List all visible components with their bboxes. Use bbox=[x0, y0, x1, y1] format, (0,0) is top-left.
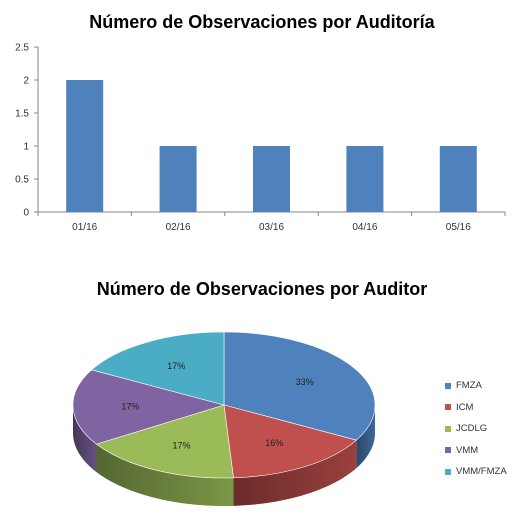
pie-side-icm bbox=[233, 440, 357, 506]
bar-01-16 bbox=[66, 80, 104, 212]
legend-item: VMM/FMZA bbox=[445, 461, 507, 483]
legend-label: VMM bbox=[456, 444, 479, 456]
legend-item: FMZA bbox=[445, 375, 507, 397]
pie-side-vmm bbox=[73, 405, 97, 473]
x-tick-label: 03/16 bbox=[259, 222, 284, 233]
x-tick-label: 02/16 bbox=[166, 222, 191, 233]
pie-data-label: 17% bbox=[172, 440, 190, 450]
legend-swatch bbox=[445, 468, 451, 475]
pie-slice-jcdlg bbox=[95, 404, 234, 479]
legend-item: JCDLG bbox=[445, 418, 507, 440]
bar-04-16 bbox=[346, 146, 384, 212]
legend-item: ICM bbox=[445, 397, 507, 419]
pie-side-jcdlg bbox=[96, 444, 234, 506]
y-tick-label: 1.5 bbox=[15, 109, 29, 120]
legend-label: FMZA bbox=[456, 380, 482, 392]
pie-data-label: 16% bbox=[265, 438, 283, 448]
x-tick-label: 04/16 bbox=[352, 222, 377, 233]
legend-label: VMM/FMZA bbox=[456, 466, 507, 478]
legend-label: JCDLG bbox=[456, 423, 488, 435]
pie-slice-icm bbox=[223, 404, 357, 479]
bar-03-16 bbox=[253, 146, 290, 212]
legend-swatch bbox=[445, 447, 451, 454]
bar-chart: 0 0.5 1 1.5 2 2.5 01/16 02/16 03/16 04/16 05/16 bbox=[15, 43, 506, 233]
legend-item: VMM bbox=[445, 440, 507, 462]
y-tick-label: 0.5 bbox=[15, 175, 29, 186]
pie-data-label: 17% bbox=[167, 361, 185, 371]
bar-chart-title: Número de Observaciones por Auditoría bbox=[89, 12, 435, 32]
pie-slice-vmm bbox=[72, 369, 226, 445]
pie-slice-vmm-fmza bbox=[91, 331, 225, 406]
pie-slice-fmza bbox=[223, 331, 376, 441]
x-tick-label: 01/16 bbox=[72, 222, 97, 233]
pie-legend: FMZA ICM JCDLG VMM VMM/FMZA bbox=[445, 375, 507, 483]
legend-swatch bbox=[445, 404, 451, 411]
legend-swatch bbox=[445, 425, 451, 432]
pie-data-label: 33% bbox=[296, 377, 314, 387]
y-tick-label: 2 bbox=[23, 76, 29, 87]
pie-side-fmza bbox=[356, 405, 375, 469]
pie-chart-title: Número de Observaciones por Auditor bbox=[96, 279, 428, 299]
bar-05-16 bbox=[439, 146, 477, 212]
x-tick-label: 05/16 bbox=[446, 222, 471, 233]
y-tick-label: 0 bbox=[23, 208, 29, 219]
bar-02-16 bbox=[159, 146, 197, 212]
legend-swatch bbox=[445, 382, 451, 389]
y-tick-label: 1 bbox=[23, 142, 29, 153]
pie-data-label: 17% bbox=[121, 401, 139, 411]
legend-label: ICM bbox=[456, 401, 474, 413]
y-tick-label: 2.5 bbox=[15, 43, 29, 54]
